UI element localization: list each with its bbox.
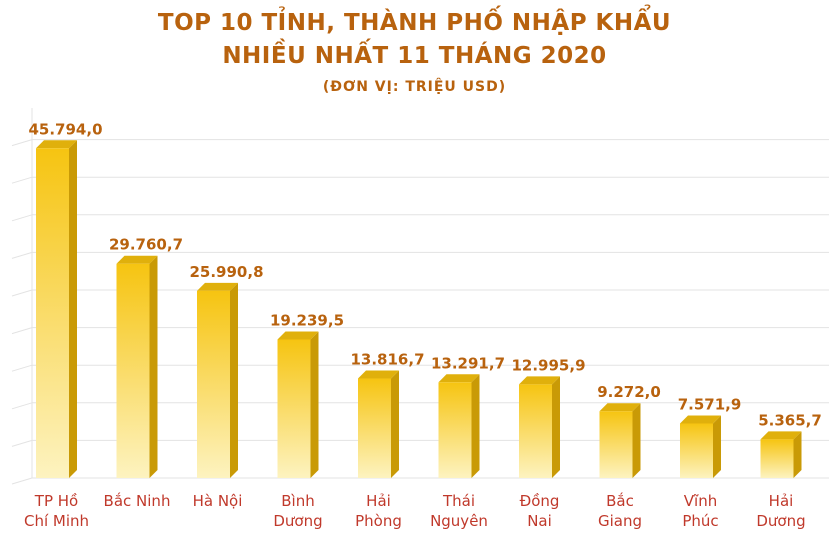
- bar-side: [552, 376, 560, 478]
- category-label: Nai: [527, 512, 552, 530]
- data-label: 5.365,7: [758, 411, 822, 429]
- bar: [277, 339, 311, 478]
- bar-cap: [36, 140, 77, 149]
- bar: [599, 411, 633, 478]
- bar-cap: [599, 403, 641, 412]
- bar: [197, 290, 230, 478]
- gridline-tick: [11, 477, 33, 485]
- gridline-tick: [11, 364, 33, 372]
- category-label: Bắc: [606, 492, 634, 510]
- bar-side: [471, 374, 480, 478]
- bar: [358, 378, 391, 478]
- gridline-tick: [11, 214, 33, 222]
- category-label: Chí Minh: [24, 512, 89, 530]
- gridline-tick: [11, 327, 33, 335]
- category-label: Hà Nội: [193, 492, 243, 510]
- data-label: 25.990,8: [189, 263, 263, 281]
- data-label: 13.816,7: [350, 351, 424, 369]
- bar-side: [632, 403, 641, 478]
- category-label: Giang: [598, 512, 642, 530]
- category-label: Phòng: [355, 512, 402, 530]
- bar-cap: [438, 374, 480, 383]
- category-label: Dương: [756, 512, 805, 530]
- chart-title-line-1: TOP 10 TỈNH, THÀNH PHỐ NHẬP KHẨU: [157, 10, 672, 36]
- bar-cap: [680, 415, 721, 424]
- bar-cap: [760, 431, 802, 440]
- bar-cap: [519, 376, 560, 385]
- gridline-tick: [11, 289, 33, 297]
- category-label: Đồng: [520, 492, 560, 510]
- category-label: Bắc Ninh: [104, 492, 171, 510]
- bars: [36, 140, 802, 478]
- category-label: Hải: [769, 492, 794, 510]
- unit-label: (ĐƠN VỊ: TRIỆU USD): [322, 79, 507, 95]
- bar: [680, 423, 713, 478]
- bar-side: [149, 255, 158, 478]
- bar-cap: [116, 255, 158, 264]
- data-label: 12.995,9: [511, 356, 585, 374]
- data-label: 19.239,5: [270, 311, 344, 329]
- bar: [438, 382, 472, 478]
- bar: [116, 263, 150, 478]
- bar: [760, 439, 794, 478]
- gridline-tick: [11, 402, 33, 410]
- bar-cap: [358, 370, 399, 379]
- category-label: Nguyên: [430, 512, 488, 530]
- category-label: Vĩnh: [684, 492, 717, 510]
- category-label: Thái: [442, 492, 475, 510]
- bar-side: [69, 140, 77, 478]
- bar-cap: [277, 331, 319, 340]
- category-label: Phúc: [682, 512, 718, 530]
- gridline-tick: [11, 439, 33, 447]
- bar-cap: [197, 282, 238, 291]
- data-label: 45.794,0: [28, 120, 102, 138]
- bar: [519, 384, 552, 478]
- bar-side: [793, 431, 802, 478]
- chart-title-line-2: NHIỀU NHẤT 11 THÁNG 2020: [222, 43, 607, 69]
- data-label: 29.760,7: [109, 236, 183, 254]
- category-label: Dương: [273, 512, 322, 530]
- bar-side: [230, 282, 238, 478]
- gridline-tick: [11, 176, 33, 184]
- category-label: Hải: [366, 492, 391, 510]
- category-label: Bình: [281, 492, 314, 510]
- gridline-tick: [11, 139, 33, 147]
- bar-side: [391, 370, 399, 478]
- labels: 45.794,0 TP Hồ Chí Minh 29.760,7 Bắc Ninh 25.…: [24, 120, 822, 530]
- data-label: 9.272,0: [597, 383, 661, 401]
- gridlines: [11, 108, 829, 485]
- data-label: 13.291,7: [431, 354, 505, 372]
- bar-side: [310, 331, 319, 478]
- gridline-tick: [11, 251, 33, 259]
- category-label: TP Hồ: [34, 492, 78, 510]
- bar-side: [713, 415, 721, 478]
- data-label: 7.571,9: [678, 395, 742, 413]
- bar: [36, 148, 69, 478]
